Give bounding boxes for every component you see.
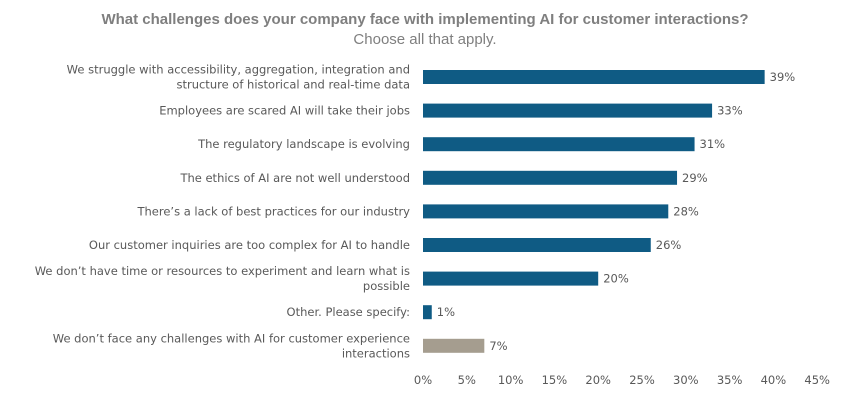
category-labels: We struggle with accessibility, aggregat…	[35, 63, 410, 361]
value-label: 26%	[656, 238, 682, 252]
bar	[423, 137, 695, 152]
chart-title: What challenges does your company face w…	[101, 11, 748, 28]
category-label: Employees are scared AI will take their …	[159, 104, 410, 118]
bar	[423, 170, 678, 185]
chart-subtitle: Choose all that apply.	[353, 31, 496, 48]
value-label: 28%	[673, 204, 699, 218]
x-tick-label: 10%	[498, 373, 524, 387]
x-tick-label: 5%	[458, 373, 476, 387]
x-axis-ticks: 0% 5% 10% 15% 20% 25% 30% 35% 40% 45%	[414, 373, 830, 387]
value-label: 29%	[682, 171, 708, 185]
category-label: Our customer inquiries are too complex f…	[89, 238, 410, 252]
x-tick-label: 40%	[761, 373, 787, 387]
value-label: 7%	[489, 339, 507, 353]
category-label: structure of historical and real-time da…	[176, 78, 410, 92]
bar	[423, 271, 599, 286]
x-tick-label: 35%	[717, 373, 743, 387]
bar	[423, 103, 713, 118]
value-label: 39%	[770, 70, 796, 84]
category-label: interactions	[342, 346, 410, 360]
category-label: Other. Please specify:	[287, 305, 410, 319]
x-tick-label: 15%	[542, 373, 568, 387]
bar	[423, 70, 765, 84]
category-label: possible	[363, 279, 410, 293]
x-tick-label: 25%	[629, 373, 655, 387]
bar	[423, 238, 651, 252]
x-tick-label: 20%	[585, 373, 611, 387]
bar	[423, 305, 432, 320]
x-tick-label: 45%	[804, 373, 830, 387]
x-tick-label: 0%	[414, 373, 432, 387]
value-label: 20%	[603, 272, 629, 286]
x-tick-label: 30%	[673, 373, 699, 387]
category-label: We struggle with accessibility, aggregat…	[67, 63, 410, 77]
value-label: 31%	[700, 137, 726, 151]
category-label: There’s a lack of best practices for our…	[136, 204, 410, 218]
category-label: The ethics of AI are not well understood	[179, 171, 410, 185]
category-label: The regulatory landscape is evolving	[197, 137, 410, 151]
bars	[423, 70, 765, 353]
category-label: We don’t face any challenges with AI for…	[53, 331, 410, 345]
category-label: We don’t have time or resources to exper…	[35, 264, 410, 278]
value-label: 33%	[717, 104, 743, 118]
value-label: 1%	[437, 305, 455, 319]
value-labels: 39% 33% 31% 29% 28% 26% 20% 1% 7%	[437, 70, 796, 353]
bar	[423, 204, 669, 219]
bar	[423, 338, 485, 353]
